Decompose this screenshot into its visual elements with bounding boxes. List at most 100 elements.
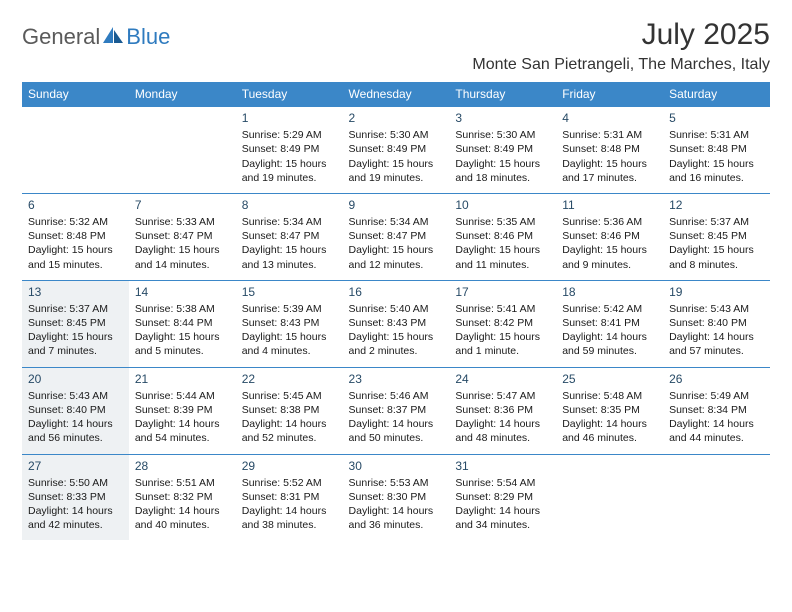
- day-sunset: Sunset: 8:47 PM: [135, 229, 230, 243]
- day-sunset: Sunset: 8:35 PM: [562, 403, 657, 417]
- calendar-day: 6Sunrise: 5:32 AMSunset: 8:48 PMDaylight…: [22, 193, 129, 280]
- day-daylight: Daylight: 15 hours and 15 minutes.: [28, 243, 123, 271]
- day-header: Friday: [556, 82, 663, 107]
- calendar-day: 17Sunrise: 5:41 AMSunset: 8:42 PMDayligh…: [449, 280, 556, 367]
- day-number: 10: [455, 197, 550, 213]
- day-number: 24: [455, 371, 550, 387]
- day-number: 8: [242, 197, 337, 213]
- calendar-day: 30Sunrise: 5:53 AMSunset: 8:30 PMDayligh…: [343, 454, 450, 540]
- day-header: Sunday: [22, 82, 129, 107]
- day-sunrise: Sunrise: 5:43 AM: [28, 389, 123, 403]
- logo-text-blue: Blue: [126, 24, 170, 50]
- day-number: 15: [242, 284, 337, 300]
- day-daylight: Daylight: 15 hours and 17 minutes.: [562, 157, 657, 185]
- day-number: 25: [562, 371, 657, 387]
- calendar-day: 3Sunrise: 5:30 AMSunset: 8:49 PMDaylight…: [449, 107, 556, 194]
- day-daylight: Daylight: 15 hours and 1 minute.: [455, 330, 550, 358]
- calendar-day: 19 Sunrise: 5:43 AMSunset: 8:40 PMDayligh…: [663, 280, 770, 367]
- calendar-day: 27Sunrise: 5:50 AMSunset: 8:33 PMDayligh…: [22, 454, 129, 540]
- day-sunset: Sunset: 8:49 PM: [455, 142, 550, 156]
- day-daylight: Daylight: 15 hours and 18 minutes.: [455, 157, 550, 185]
- calendar-day: 25Sunrise: 5:48 AMSunset: 8:35 PMDayligh…: [556, 367, 663, 454]
- day-daylight: Daylight: 14 hours and 59 minutes.: [562, 330, 657, 358]
- calendar-day: 2Sunrise: 5:30 AMSunset: 8:49 PMDaylight…: [343, 107, 450, 194]
- day-number: 28: [135, 458, 230, 474]
- day-number: 21: [135, 371, 230, 387]
- day-daylight: Daylight: 15 hours and 14 minutes.: [135, 243, 230, 271]
- day-number: 2: [349, 110, 444, 126]
- calendar-week: 1Sunrise: 5:29 AMSunset: 8:49 PMDaylight…: [22, 107, 770, 194]
- calendar-day: 28Sunrise: 5:51 AMSunset: 8:32 PMDayligh…: [129, 454, 236, 540]
- calendar-empty: [663, 454, 770, 540]
- calendar-body: 1Sunrise: 5:29 AMSunset: 8:49 PMDaylight…: [22, 107, 770, 541]
- calendar-day: 8Sunrise: 5:34 AMSunset: 8:47 PMDaylight…: [236, 193, 343, 280]
- day-sunset: Sunset: 8:47 PM: [349, 229, 444, 243]
- day-daylight: Daylight: 15 hours and 2 minutes.: [349, 330, 444, 358]
- calendar-week: 13Sunrise: 5:37 AMSunset: 8:45 PMDayligh…: [22, 280, 770, 367]
- day-sunrise: Sunrise: 5:46 AM: [349, 389, 444, 403]
- day-number: 19: [669, 284, 764, 300]
- day-number: 18: [562, 284, 657, 300]
- day-sunset: Sunset: 8:30 PM: [349, 490, 444, 504]
- day-sunset: Sunset: 8:47 PM: [242, 229, 337, 243]
- day-sunrise: Sunrise: 5:38 AM: [135, 302, 230, 316]
- day-sunrise: Sunrise: 5:50 AM: [28, 476, 123, 490]
- day-sunset: Sunset: 8:48 PM: [562, 142, 657, 156]
- day-sunset: Sunset: 8:33 PM: [28, 490, 123, 504]
- day-sunrise: Sunrise: 5:36 AM: [562, 215, 657, 229]
- calendar-day: 31Sunrise: 5:54 AMSunset: 8:29 PMDayligh…: [449, 454, 556, 540]
- day-daylight: Daylight: 15 hours and 19 minutes.: [242, 157, 337, 185]
- calendar-day: 7 Sunrise: 5:33 AMSunset: 8:47 PMDaylight…: [129, 193, 236, 280]
- calendar-day: 15Sunrise: 5:39 AMSunset: 8:43 PMDayligh…: [236, 280, 343, 367]
- day-sunrise: Sunrise: 5:34 AM: [242, 215, 337, 229]
- day-number: 23: [349, 371, 444, 387]
- day-sunset: Sunset: 8:48 PM: [28, 229, 123, 243]
- day-sunrise: Sunrise: 5:31 AM: [669, 128, 764, 142]
- day-daylight: Daylight: 15 hours and 4 minutes.: [242, 330, 337, 358]
- day-sunset: Sunset: 8:46 PM: [455, 229, 550, 243]
- day-sunset: Sunset: 8:42 PM: [455, 316, 550, 330]
- day-sunrise: Sunrise: 5:30 AM: [455, 128, 550, 142]
- day-sunset: Sunset: 8:43 PM: [349, 316, 444, 330]
- day-sunset: Sunset: 8:43 PM: [242, 316, 337, 330]
- calendar-day: 26Sunrise: 5:49 AMSunset: 8:34 PMDayligh…: [663, 367, 770, 454]
- day-sunset: Sunset: 8:32 PM: [135, 490, 230, 504]
- calendar-day: 24Sunrise: 5:47 AMSunset: 8:36 PMDayligh…: [449, 367, 556, 454]
- day-sunset: Sunset: 8:36 PM: [455, 403, 550, 417]
- day-number: 7: [135, 197, 230, 213]
- calendar-day: 13Sunrise: 5:37 AMSunset: 8:45 PMDayligh…: [22, 280, 129, 367]
- day-sunrise: Sunrise: 5:41 AM: [455, 302, 550, 316]
- day-sunset: Sunset: 8:40 PM: [669, 316, 764, 330]
- month-title: July 2025: [472, 18, 770, 52]
- day-sunset: Sunset: 8:44 PM: [135, 316, 230, 330]
- day-sunset: Sunset: 8:49 PM: [242, 142, 337, 156]
- day-daylight: Daylight: 15 hours and 8 minutes.: [669, 243, 764, 271]
- page-header: General Blue July 2025 Monte San Pietran…: [22, 18, 770, 74]
- day-header: Monday: [129, 82, 236, 107]
- day-sunrise: Sunrise: 5:29 AM: [242, 128, 337, 142]
- calendar-day: 4Sunrise: 5:31 AMSunset: 8:48 PMDaylight…: [556, 107, 663, 194]
- day-daylight: Daylight: 15 hours and 16 minutes.: [669, 157, 764, 185]
- day-daylight: Daylight: 14 hours and 57 minutes.: [669, 330, 764, 358]
- calendar-day: 11Sunrise: 5:36 AMSunset: 8:46 PMDayligh…: [556, 193, 663, 280]
- calendar-day: 16Sunrise: 5:40 AMSunset: 8:43 PMDayligh…: [343, 280, 450, 367]
- day-number: 1: [242, 110, 337, 126]
- day-daylight: Daylight: 15 hours and 19 minutes.: [349, 157, 444, 185]
- day-number: 22: [242, 371, 337, 387]
- day-daylight: Daylight: 15 hours and 9 minutes.: [562, 243, 657, 271]
- day-daylight: Daylight: 14 hours and 50 minutes.: [349, 417, 444, 445]
- day-header: Thursday: [449, 82, 556, 107]
- day-sunrise: Sunrise: 5:43 AM: [669, 302, 764, 316]
- title-block: July 2025 Monte San Pietrangeli, The Mar…: [472, 18, 770, 74]
- day-daylight: Daylight: 14 hours and 34 minutes.: [455, 504, 550, 532]
- day-sunrise: Sunrise: 5:37 AM: [669, 215, 764, 229]
- day-number: 9: [349, 197, 444, 213]
- day-daylight: Daylight: 15 hours and 7 minutes.: [28, 330, 123, 358]
- day-sunrise: Sunrise: 5:40 AM: [349, 302, 444, 316]
- day-sunset: Sunset: 8:40 PM: [28, 403, 123, 417]
- calendar-head: SundayMondayTuesdayWednesdayThursdayFrid…: [22, 82, 770, 107]
- day-number: 5: [669, 110, 764, 126]
- day-sunrise: Sunrise: 5:33 AM: [135, 215, 230, 229]
- calendar-empty: [22, 107, 129, 194]
- calendar-day: 14Sunrise: 5:38 AMSunset: 8:44 PMDayligh…: [129, 280, 236, 367]
